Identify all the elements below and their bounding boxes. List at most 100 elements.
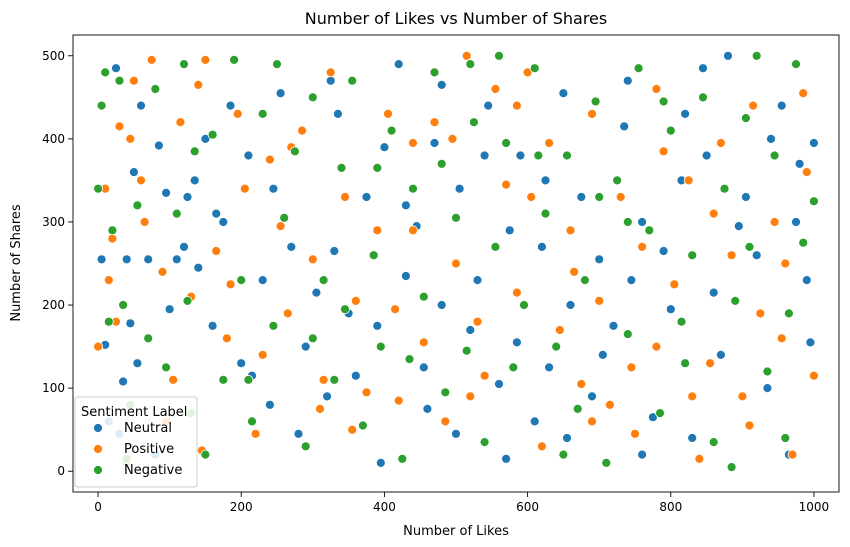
data-point <box>325 75 336 86</box>
chart-title: Number of Likes vs Number of Shares <box>305 9 607 28</box>
data-point <box>386 125 397 136</box>
data-point <box>103 316 114 327</box>
data-point <box>562 150 572 161</box>
data-point <box>658 96 669 107</box>
data-point <box>537 441 547 452</box>
y-tick-label: 0 <box>57 464 65 478</box>
data-point <box>483 100 494 111</box>
data-point <box>225 279 236 290</box>
data-point <box>787 449 798 460</box>
data-point <box>168 374 179 385</box>
data-point <box>805 337 816 348</box>
data-point <box>708 208 719 219</box>
data-point <box>558 449 569 460</box>
data-point <box>605 399 615 410</box>
data-point <box>100 67 111 78</box>
data-point <box>393 59 404 69</box>
data-point <box>257 109 268 119</box>
data-point <box>687 391 698 402</box>
data-point <box>250 428 261 439</box>
data-point <box>347 424 358 435</box>
data-point <box>418 337 429 348</box>
data-point <box>175 117 186 128</box>
data-point <box>429 67 440 78</box>
data-point <box>96 100 107 111</box>
data-point <box>275 221 286 232</box>
data-point <box>744 241 755 252</box>
data-point <box>171 208 182 219</box>
data-point <box>515 150 526 161</box>
data-point <box>315 403 325 414</box>
data-point <box>357 420 368 431</box>
data-point <box>769 217 780 227</box>
data-point <box>608 320 619 331</box>
data-point <box>307 92 318 103</box>
legend-label-positive: Positive <box>124 442 174 457</box>
data-point <box>229 55 240 65</box>
data-point <box>479 370 490 381</box>
y-tick-label: 100 <box>42 381 65 395</box>
data-point <box>118 300 128 310</box>
data-point <box>436 80 447 90</box>
data-point <box>501 453 512 464</box>
legend-marker-neutral <box>93 423 103 433</box>
data-point <box>533 150 544 161</box>
data-point <box>440 416 451 427</box>
data-point <box>239 183 250 194</box>
data-point <box>651 84 662 94</box>
data-point <box>587 416 597 427</box>
data-point <box>504 225 515 236</box>
data-point <box>687 250 698 261</box>
data-point <box>741 192 751 202</box>
data-point <box>218 374 229 385</box>
legend-title: Sentiment Label <box>81 405 187 420</box>
data-point <box>93 183 103 194</box>
y-axis: 0 100 200 300 400 500 <box>42 49 73 478</box>
series-negative <box>93 50 819 473</box>
data-point <box>537 241 547 252</box>
data-point <box>200 55 211 65</box>
data-point <box>780 433 791 443</box>
data-point <box>744 420 755 431</box>
data-point <box>318 275 329 286</box>
data-point <box>207 129 218 140</box>
data-point <box>776 100 787 111</box>
data-point <box>293 428 304 439</box>
data-point <box>468 117 479 128</box>
data-point <box>776 333 787 344</box>
data-point <box>422 403 433 414</box>
data-point <box>630 428 640 439</box>
data-point <box>694 453 705 464</box>
data-point <box>286 241 297 252</box>
data-point <box>189 146 200 157</box>
data-point <box>340 304 350 315</box>
data-point <box>189 175 200 186</box>
data-point <box>801 167 812 178</box>
data-point <box>809 138 819 148</box>
data-point <box>429 138 440 148</box>
data-point <box>580 275 590 286</box>
data-point <box>193 262 204 273</box>
data-point <box>576 379 587 389</box>
data-point <box>243 150 254 161</box>
data-point <box>200 133 211 144</box>
data-point <box>716 349 726 360</box>
data-point <box>494 379 504 389</box>
data-point <box>268 183 279 194</box>
data-point <box>161 187 172 198</box>
data-point <box>658 246 669 256</box>
data-point <box>257 349 268 360</box>
data-point <box>383 109 393 119</box>
data-point <box>161 362 172 373</box>
data-point <box>576 192 587 202</box>
data-point <box>741 113 751 123</box>
data-point <box>472 275 483 286</box>
data-point <box>669 279 680 290</box>
data-point <box>372 162 383 173</box>
data-point <box>336 162 347 173</box>
data-point <box>540 175 551 186</box>
data-point <box>218 217 229 227</box>
data-point <box>368 250 379 261</box>
legend-label-negative: Negative <box>124 463 182 478</box>
